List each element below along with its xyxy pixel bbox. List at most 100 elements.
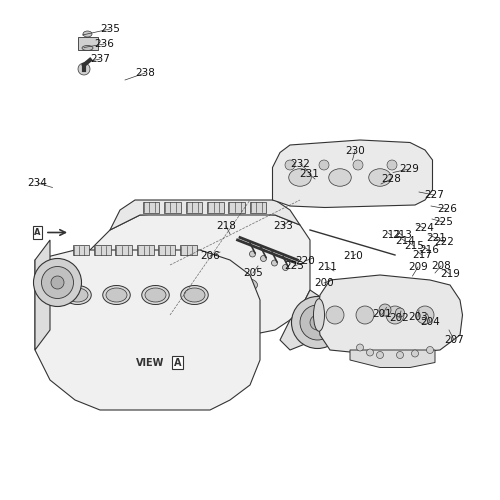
Text: 216: 216: [419, 245, 439, 255]
Circle shape: [76, 296, 84, 304]
Polygon shape: [272, 140, 432, 207]
Polygon shape: [280, 290, 325, 350]
Text: 214: 214: [395, 236, 415, 246]
Circle shape: [326, 306, 344, 324]
Circle shape: [285, 160, 295, 170]
Text: 218: 218: [216, 221, 236, 231]
Bar: [137, 245, 154, 255]
Circle shape: [34, 258, 82, 306]
Ellipse shape: [103, 286, 130, 304]
Text: 226: 226: [437, 204, 457, 214]
Text: 202: 202: [389, 313, 409, 323]
Circle shape: [426, 346, 434, 354]
Text: 211: 211: [318, 262, 338, 272]
Circle shape: [376, 352, 384, 358]
Ellipse shape: [238, 279, 258, 291]
Text: 230: 230: [345, 146, 365, 156]
Text: 217: 217: [412, 250, 432, 260]
Text: 238: 238: [135, 68, 155, 78]
Polygon shape: [110, 200, 300, 230]
Circle shape: [300, 305, 335, 340]
Ellipse shape: [162, 279, 182, 291]
Text: 213: 213: [392, 230, 412, 240]
Circle shape: [396, 352, 404, 358]
Text: 229: 229: [399, 164, 419, 174]
Text: VIEW: VIEW: [136, 358, 164, 368]
Text: 235: 235: [100, 24, 120, 34]
Bar: [228, 202, 245, 212]
Text: 220: 220: [295, 256, 315, 266]
Bar: [164, 202, 180, 212]
Ellipse shape: [82, 46, 93, 51]
Text: 203: 203: [408, 312, 428, 322]
Circle shape: [76, 316, 84, 324]
Circle shape: [379, 304, 391, 316]
Circle shape: [250, 251, 256, 257]
Text: 210: 210: [343, 251, 363, 261]
Text: 223: 223: [284, 261, 304, 271]
Text: 225: 225: [433, 217, 453, 227]
Circle shape: [366, 349, 374, 356]
Text: 237: 237: [90, 54, 110, 64]
Polygon shape: [35, 250, 260, 410]
Polygon shape: [318, 275, 462, 355]
Circle shape: [260, 256, 266, 262]
Ellipse shape: [106, 288, 127, 302]
Text: 205: 205: [243, 268, 263, 278]
Text: 200: 200: [314, 278, 334, 288]
Circle shape: [356, 306, 374, 324]
Text: 222: 222: [434, 237, 454, 247]
Circle shape: [416, 306, 434, 324]
Ellipse shape: [67, 288, 88, 302]
Circle shape: [412, 350, 418, 357]
Circle shape: [282, 264, 288, 270]
Bar: [116, 245, 132, 255]
Ellipse shape: [142, 286, 169, 304]
Text: 231: 231: [299, 169, 319, 179]
Bar: [78, 38, 98, 50]
Polygon shape: [70, 210, 310, 350]
Ellipse shape: [200, 279, 220, 291]
Text: 209: 209: [408, 262, 428, 272]
Circle shape: [310, 315, 325, 330]
Circle shape: [396, 308, 404, 317]
Text: 206: 206: [200, 251, 220, 261]
Bar: [180, 245, 196, 255]
Ellipse shape: [289, 169, 311, 186]
Ellipse shape: [64, 286, 91, 304]
Circle shape: [356, 344, 364, 351]
Text: A: A: [174, 358, 181, 368]
Text: 208: 208: [431, 261, 451, 271]
Circle shape: [386, 306, 404, 324]
Circle shape: [42, 266, 74, 298]
Polygon shape: [350, 350, 435, 368]
Text: A: A: [34, 228, 41, 237]
Text: 228: 228: [381, 174, 401, 184]
Text: 207: 207: [444, 335, 464, 345]
Bar: [158, 245, 175, 255]
Bar: [72, 245, 89, 255]
Text: 232: 232: [290, 159, 310, 169]
Bar: [186, 202, 202, 212]
Bar: [207, 202, 224, 212]
Ellipse shape: [314, 298, 324, 331]
Bar: [94, 245, 110, 255]
Text: 227: 227: [424, 190, 444, 200]
Ellipse shape: [184, 288, 205, 302]
Text: 212: 212: [381, 230, 401, 240]
Ellipse shape: [328, 169, 351, 186]
Ellipse shape: [125, 279, 145, 291]
Text: 224: 224: [414, 223, 434, 233]
Text: 219: 219: [440, 269, 460, 279]
Ellipse shape: [83, 31, 92, 37]
Circle shape: [353, 160, 363, 170]
Text: 215: 215: [404, 241, 424, 251]
Text: 221: 221: [426, 233, 446, 243]
Circle shape: [292, 296, 344, 348]
Text: 236: 236: [94, 39, 114, 49]
Circle shape: [319, 160, 329, 170]
Ellipse shape: [145, 288, 166, 302]
Text: 233: 233: [273, 221, 293, 231]
Circle shape: [76, 276, 84, 284]
Ellipse shape: [181, 286, 208, 304]
